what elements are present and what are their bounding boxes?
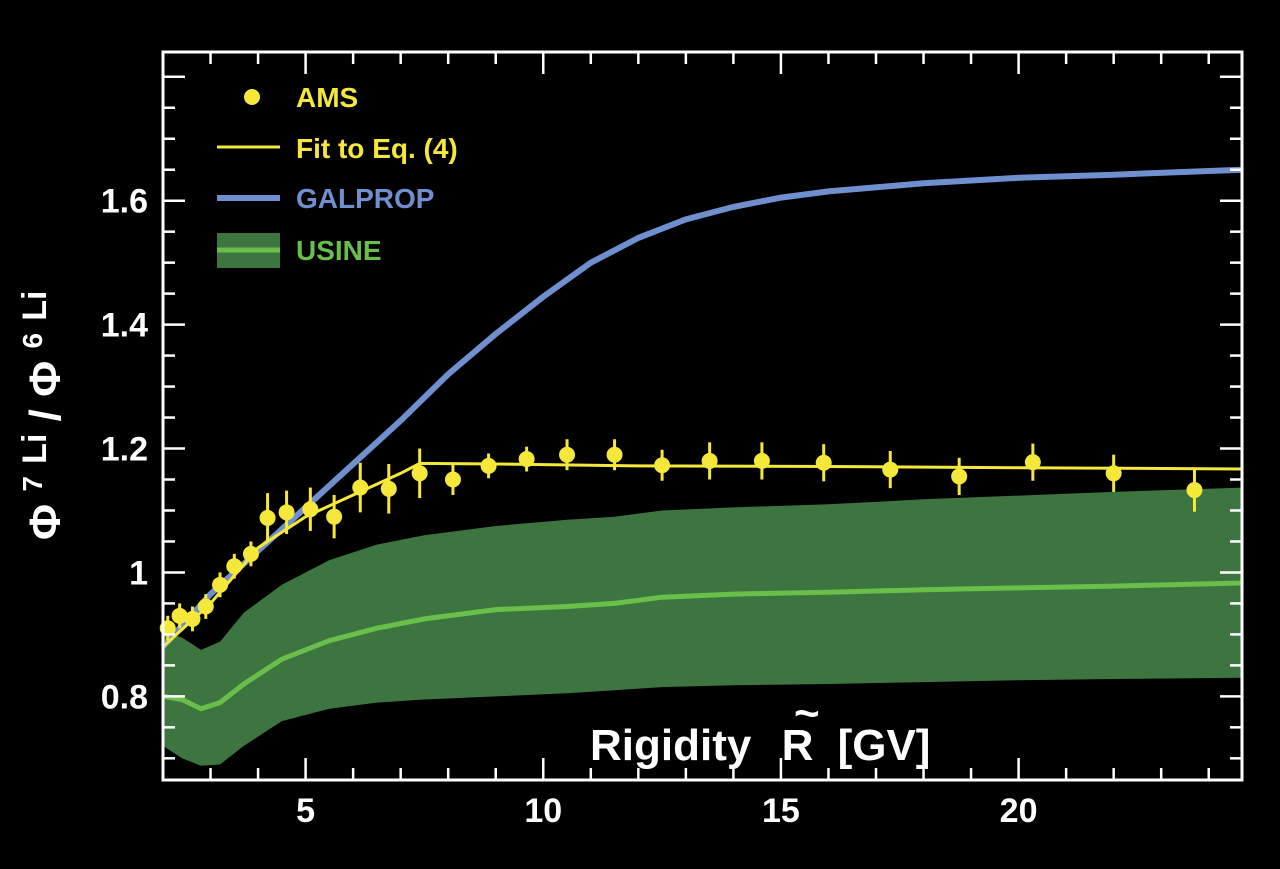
ams-point <box>882 461 899 478</box>
ams-point <box>815 454 832 471</box>
x-tick-label: 10 <box>524 792 562 830</box>
y-tick-label: 1.2 <box>101 431 148 469</box>
ams-point <box>480 457 497 474</box>
ams-point <box>518 451 535 468</box>
y-axis-title-phi-1: Φ <box>21 504 70 540</box>
ams-point <box>326 508 343 525</box>
ams-point <box>226 558 243 575</box>
x-tick-label: 5 <box>296 792 315 830</box>
ams-point <box>1105 465 1122 482</box>
ams-point <box>411 465 428 482</box>
plot-layer <box>159 166 1243 766</box>
ams-point <box>302 501 319 518</box>
ams-point <box>1186 482 1203 499</box>
ams-point <box>212 576 229 593</box>
usine-band <box>163 487 1242 766</box>
ams-point <box>951 468 968 485</box>
svg-text:Φ 7 Li /: Φ 7 Li / Φ 6 Li <box>3 291 70 540</box>
x-axis-title-unit: [GV] <box>838 721 931 770</box>
ams-point <box>559 446 576 463</box>
ams-point <box>606 446 623 463</box>
y-tick-label: 1 <box>129 554 148 592</box>
ams-point <box>654 457 671 474</box>
ams-point <box>278 504 295 521</box>
x-tick-label: 20 <box>1000 792 1038 830</box>
x-axis-title: Rigidity R [GV] ~ <box>590 689 930 770</box>
ams-point <box>701 452 718 469</box>
svg-text:Rigidity R [GV]: Rigidity R [GV] <box>590 721 930 770</box>
ams-point <box>753 452 770 469</box>
ams-point <box>242 545 259 562</box>
y-tick-label: 0.8 <box>101 678 148 716</box>
plot-frame <box>161 50 1244 782</box>
legend-fit-label: Fit to Eq. (4) <box>296 133 458 164</box>
usine-line <box>162 580 1243 712</box>
legend-usine-label: USINE <box>296 235 382 266</box>
y-tick-label: 1.6 <box>101 183 148 221</box>
y-tick-label: 1.4 <box>101 307 148 345</box>
ams-point <box>171 607 188 624</box>
x-tick-label: 15 <box>762 792 800 830</box>
ams-point <box>380 480 397 497</box>
legend-ams-marker <box>244 89 260 105</box>
ams-point <box>259 509 276 526</box>
y-axis-title-li-2: Li <box>16 291 54 321</box>
y-axis-title: Φ 7 Li / Φ 6 Li <box>3 291 70 540</box>
ticks-layer: 5 10 15 20 0.8 1 1.2 1.4 1.6 <box>101 52 1242 830</box>
legend-ams-label: AMS <box>296 82 358 113</box>
y-axis-title-phi-2: Φ <box>21 361 70 397</box>
y-axis-title-slash: / <box>21 409 70 421</box>
ams-point <box>1024 454 1041 471</box>
x-axis-title-tilde: ~ <box>794 689 820 738</box>
ams-point <box>352 479 369 496</box>
y-axis-title-li-1: Li <box>16 434 54 464</box>
y-axis-title-sup-2: 6 <box>17 333 48 349</box>
ams-point <box>197 598 214 615</box>
ams-point <box>444 471 461 488</box>
ams-point <box>184 610 201 627</box>
legend-galprop-label: GALPROP <box>296 183 434 214</box>
x-axis-title-symbol: R <box>782 721 814 770</box>
legend: AMS Fit to Eq. (4) GALPROP USINE <box>217 82 458 268</box>
x-axis-title-main: Rigidity <box>590 721 752 770</box>
y-axis-title-sup-1: 7 <box>17 476 48 492</box>
